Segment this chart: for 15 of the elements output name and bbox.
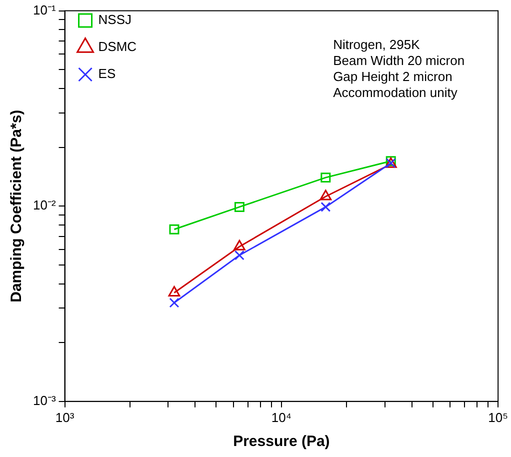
legend-label: NSSJ [98, 12, 132, 28]
annotation: Beam Width 20 micron [333, 52, 465, 68]
x-tick-label: 10⁵ [488, 410, 508, 425]
annotation: Gap Height 2 micron [333, 68, 452, 84]
x-tick-label: 10³ [55, 410, 75, 425]
annotation: Nitrogen, 295K [333, 36, 420, 52]
x-axis-title: Pressure (Pa) [233, 433, 330, 450]
y-axis-title: Damping Coefficient (Pa*s) [8, 110, 26, 302]
legend-label: DSMC [98, 39, 137, 54]
y-tick-label: 10⁻¹ [32, 2, 56, 18]
y-tick-label: 10⁻³ [32, 392, 56, 408]
annotation: Accommodation unity [333, 84, 458, 100]
x-tick-label: 10⁴ [271, 410, 292, 425]
y-tick-label: 10⁻² [32, 198, 56, 213]
legend-label: ES [98, 66, 116, 82]
